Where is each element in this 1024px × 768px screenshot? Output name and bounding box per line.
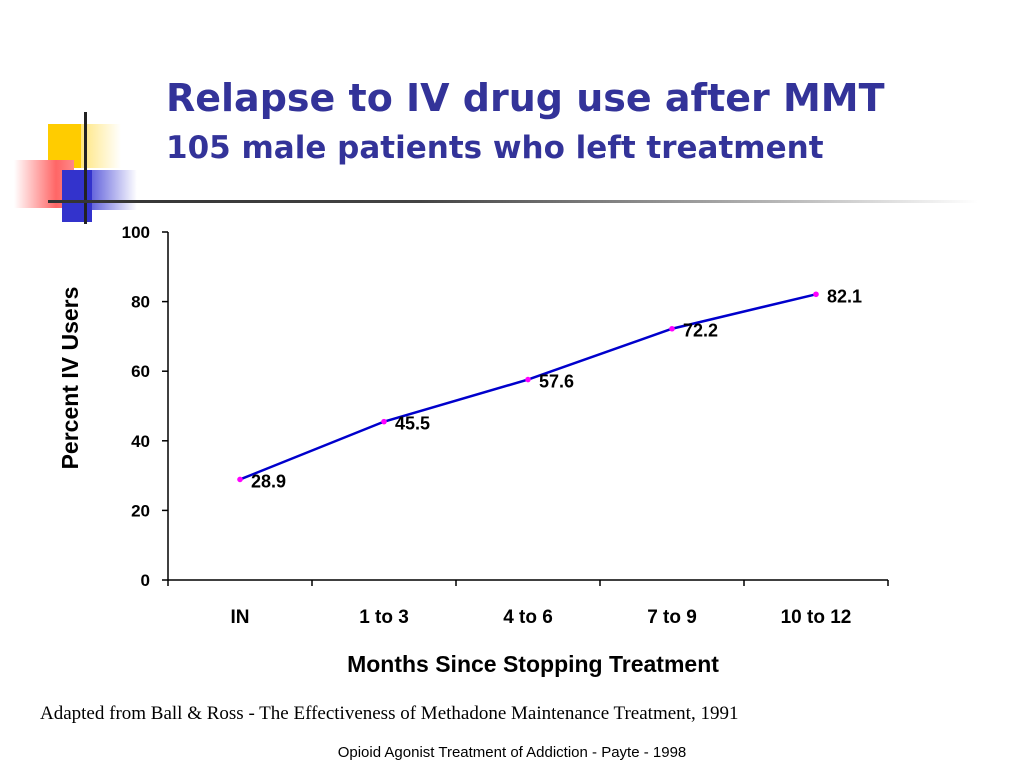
y-axis-title: Percent IV Users [57, 287, 83, 470]
decor-blue-square [62, 170, 92, 222]
series-line [239, 293, 817, 481]
x-tick-label: 7 to 9 [647, 607, 697, 628]
data-label: 28.9 [251, 471, 286, 491]
x-tick-label: 1 to 3 [359, 607, 409, 628]
data-label: 72.2 [683, 321, 718, 341]
decor-vertical-rule [84, 112, 87, 224]
data-label: 45.5 [395, 414, 430, 434]
data-point [813, 291, 819, 298]
slide-subtitle: 105 male patients who left treatment [166, 130, 824, 166]
decor-horizontal-rule [48, 200, 978, 203]
slide-title: Relapse to IV drug use after MMT [166, 76, 885, 120]
decor-blue-fade [92, 170, 137, 210]
data-point [669, 325, 675, 332]
data-point [381, 418, 387, 425]
x-tick-label: 4 to 6 [503, 607, 553, 628]
slide-footer: Opioid Agonist Treatment of Addiction - … [337, 744, 687, 761]
y-tick-label: 100 [122, 223, 150, 242]
y-tick-label: 60 [131, 362, 150, 381]
x-tick-label: IN [231, 607, 250, 628]
data-label: 57.6 [539, 372, 574, 392]
y-tick-label: 20 [131, 501, 150, 520]
x-tick-label: 10 to 12 [781, 607, 852, 628]
y-tick-label: 80 [131, 293, 150, 312]
x-axis-title: Months Since Stopping Treatment [347, 651, 719, 677]
data-point [525, 376, 531, 383]
line-chart: 0 20 40 60 80 100 IN 1 to 3 4 to 6 7 to 9 10 to 12… [57, 223, 889, 677]
y-tick-label: 0 [141, 571, 150, 590]
y-tick-label: 40 [131, 432, 150, 451]
decor-yellow-fade [81, 124, 121, 168]
data-label: 82.1 [827, 286, 862, 306]
data-point [237, 476, 243, 483]
source-caption: Adapted from Ball & Ross - The Effective… [40, 703, 739, 724]
